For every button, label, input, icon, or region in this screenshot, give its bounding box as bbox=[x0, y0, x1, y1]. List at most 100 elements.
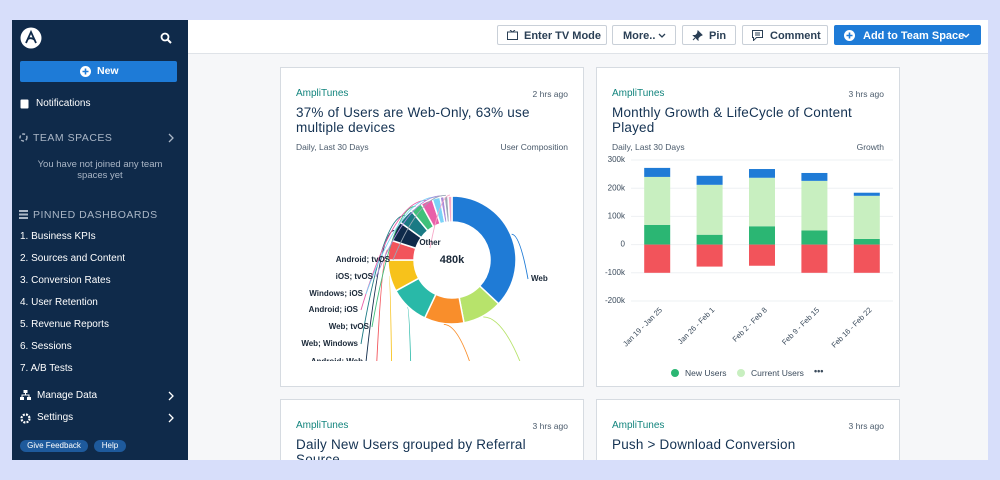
x-tick-label: Feb 2 - Feb 8 bbox=[731, 305, 769, 343]
dashboard-link[interactable]: 5. Revenue Reports bbox=[20, 319, 109, 330]
dashboard-link[interactable]: 6. Sessions bbox=[20, 341, 72, 352]
pin-button[interactable]: Pin bbox=[682, 25, 736, 45]
help-button[interactable]: Help bbox=[94, 440, 126, 452]
bar-segment bbox=[801, 244, 828, 273]
caret bbox=[658, 33, 666, 38]
card-time: 3 hrs ago bbox=[848, 421, 884, 431]
card-time: 3 hrs ago bbox=[532, 421, 568, 431]
x-tick-label: Feb 16 - Feb 22 bbox=[830, 305, 874, 349]
dashboard-card: AmpliTunes 3 hrs ago Monthly Growth & Life… bbox=[596, 67, 900, 387]
dashboard-link[interactable]: 4. User Retention bbox=[20, 297, 98, 308]
plus-icon bbox=[844, 30, 855, 41]
y-tick-label: 100k bbox=[608, 212, 626, 221]
card-tag: Growth bbox=[856, 142, 884, 152]
card-source: AmpliTunes bbox=[296, 88, 349, 99]
legend-label[interactable]: New Users bbox=[685, 368, 727, 378]
bar-segment bbox=[644, 244, 671, 273]
notification-icon bbox=[20, 99, 29, 109]
bar-segment bbox=[749, 177, 775, 227]
leader-line bbox=[360, 215, 405, 345]
slice-label: Web; tvOS bbox=[329, 322, 370, 331]
bar-segment bbox=[853, 195, 880, 239]
tv-icon bbox=[507, 30, 518, 40]
pinned-heading: PINNED DASHBOARDS bbox=[33, 209, 158, 221]
donut-chart: WebiOSWindowsAndroidtvOSWeb; iOSAndroid;… bbox=[301, 194, 548, 361]
bar-segment bbox=[853, 244, 880, 273]
new-button[interactable]: New bbox=[20, 61, 177, 82]
card-title[interactable]: Daily New Users grouped by Referral Sour… bbox=[296, 437, 526, 460]
legend-label[interactable]: Current Users bbox=[751, 368, 804, 378]
x-tick-label: Jan 19 - Jan 25 bbox=[621, 305, 664, 348]
slice-label: Windows; iOS bbox=[309, 289, 363, 298]
leader-line bbox=[511, 233, 529, 280]
main-area: Enter TV Mode More.. Pin Comment Add to … bbox=[188, 20, 988, 460]
slice-label: Android; iOS bbox=[309, 305, 359, 314]
leader-line bbox=[392, 194, 446, 261]
dashboard-card: AmpliTunes 3 hrs ago Daily New Users group… bbox=[280, 399, 584, 460]
button-label: Add to Team Space bbox=[863, 30, 965, 42]
leader-line bbox=[443, 324, 470, 361]
button-label: Pin bbox=[709, 30, 727, 42]
card-title[interactable]: Monthly Growth & LifeCycle of Content Pl… bbox=[612, 105, 853, 135]
dashboard-link[interactable]: 1. Business KPIs bbox=[20, 231, 96, 242]
comment-icon bbox=[752, 30, 763, 41]
leader-line bbox=[365, 196, 436, 295]
feedback-button[interactable]: Give Feedback bbox=[20, 440, 88, 452]
settings-link[interactable]: Settings bbox=[37, 412, 74, 423]
bar-segment bbox=[801, 172, 828, 181]
button-label: Enter TV Mode bbox=[524, 30, 602, 42]
team-spaces-heading[interactable]: TEAM SPACES bbox=[33, 132, 113, 144]
slice-label: Web; Windows bbox=[301, 339, 358, 348]
notifications-link[interactable]: Notifications bbox=[36, 98, 91, 109]
slice-label: Web bbox=[531, 274, 548, 283]
bar-segment bbox=[853, 238, 880, 245]
new-label: New bbox=[97, 65, 119, 77]
caret bbox=[962, 33, 970, 38]
card-time: 2 hrs ago bbox=[532, 89, 568, 99]
bar-segment bbox=[749, 244, 775, 266]
card-range: Daily, Last 30 Days bbox=[612, 142, 685, 152]
pin-icon bbox=[19, 210, 28, 219]
add-team-space-button[interactable]: Add to Team Space bbox=[834, 25, 981, 45]
comment-button[interactable]: Comment bbox=[742, 25, 828, 45]
card-source: AmpliTunes bbox=[296, 420, 349, 431]
more-button[interactable]: More.. bbox=[612, 25, 676, 45]
sidebar: New Notifications TEAM SPACES You have n… bbox=[12, 20, 188, 460]
slice-label: Other bbox=[419, 238, 440, 247]
leader-line bbox=[375, 195, 442, 278]
donut-slice bbox=[451, 195, 517, 305]
y-tick-label: -100k bbox=[605, 268, 626, 277]
legend-swatch bbox=[671, 369, 679, 377]
chevron bbox=[168, 133, 174, 143]
dashboard-link[interactable]: 3. Conversion Rates bbox=[20, 275, 111, 286]
bar-segment bbox=[749, 169, 775, 178]
y-tick-label: 200k bbox=[608, 183, 626, 192]
legend-more[interactable]: ••• bbox=[814, 366, 824, 376]
leader-line bbox=[429, 194, 451, 249]
bar-segment bbox=[696, 175, 723, 185]
search-icon[interactable] bbox=[160, 32, 172, 44]
tv-mode-button[interactable]: Enter TV Mode bbox=[497, 25, 607, 45]
y-tick-label: 0 bbox=[621, 240, 626, 249]
dashboard-link[interactable]: 7. A/B Tests bbox=[20, 363, 73, 374]
slice-label: Android; Web bbox=[311, 357, 363, 361]
card-time: 3 hrs ago bbox=[848, 89, 884, 99]
slice-label: iOS; tvOS bbox=[336, 272, 374, 281]
dashboard-card: AmpliTunes 3 hrs ago Push > Download Conve… bbox=[596, 399, 900, 460]
leader-line bbox=[483, 316, 521, 361]
card-title[interactable]: Push > Download Conversion bbox=[612, 437, 796, 452]
bar-segment bbox=[696, 234, 723, 245]
logo bbox=[20, 27, 42, 49]
toolbar: Enter TV Mode More.. Pin Comment Add to … bbox=[188, 20, 988, 54]
dashboard-link[interactable]: 2. Sources and Content bbox=[20, 253, 126, 264]
bar-segment bbox=[644, 224, 671, 245]
card-range: Daily, Last 30 Days bbox=[296, 142, 369, 152]
team-spaces-empty: You have not joined any team spaces yet bbox=[37, 159, 163, 181]
manage-data-link[interactable]: Manage Data bbox=[37, 390, 98, 401]
team-icon bbox=[19, 133, 28, 142]
dashboard-card: AmpliTunes 2 hrs ago 37% of Users are Web-… bbox=[280, 67, 584, 387]
card-tag: User Composition bbox=[500, 142, 568, 152]
leader-line bbox=[388, 275, 392, 361]
card-title[interactable]: 37% of Users are Web-Only, 63% use multi… bbox=[296, 105, 530, 135]
